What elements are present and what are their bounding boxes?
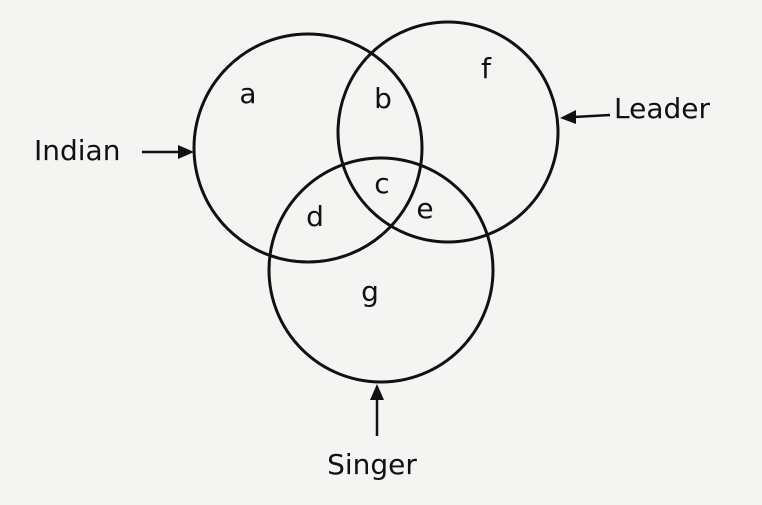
leader-circle — [336, 20, 560, 244]
leader-arrow-line — [573, 113, 611, 119]
region-f-label: f — [481, 52, 492, 85]
region-b-label: b — [374, 82, 392, 115]
region-c-label: c — [374, 167, 389, 200]
region-g-label: g — [361, 275, 379, 308]
indian-arrow-head — [178, 145, 194, 159]
region-d-label: d — [306, 200, 324, 233]
leader-label: Leader — [614, 92, 710, 125]
singer-label: Singer — [327, 448, 417, 481]
singer-circle — [267, 156, 495, 384]
indian-label: Indian — [34, 134, 120, 167]
indian-circle — [192, 32, 424, 264]
singer-arrow-head — [370, 384, 384, 400]
region-e-label: e — [416, 192, 433, 225]
leader-arrow-head — [560, 110, 576, 124]
region-a-label: a — [239, 77, 256, 110]
